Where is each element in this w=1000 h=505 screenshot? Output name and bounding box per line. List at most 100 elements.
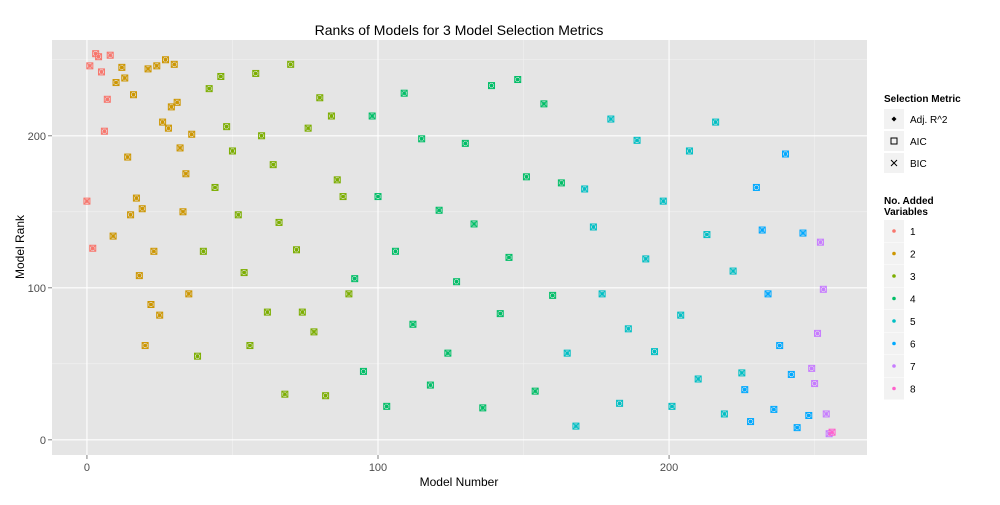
aic-marker: [563, 349, 571, 357]
data-point: [124, 153, 132, 161]
data-point: [572, 422, 580, 430]
aic-marker: [505, 253, 513, 261]
aic-marker: [132, 194, 140, 202]
data-point: [147, 301, 155, 309]
aic-marker: [83, 197, 91, 205]
aic-marker: [400, 89, 408, 97]
data-point: [677, 311, 685, 319]
aic-marker: [435, 206, 443, 214]
aic-marker: [147, 301, 155, 309]
aic-marker: [182, 170, 190, 178]
data-point: [770, 405, 778, 413]
adj-r2-marker: [96, 54, 101, 59]
adj-r2-marker: [145, 66, 151, 72]
series-group-8: [828, 428, 836, 436]
data-point: [217, 72, 225, 80]
aic-marker: [758, 226, 766, 234]
shape-legend-item: BIC: [884, 153, 927, 173]
aic-marker: [383, 402, 391, 410]
series-group-2: [109, 56, 196, 350]
aic-marker: [540, 100, 548, 108]
adj-r2-marker: [419, 136, 424, 142]
legend-color-dot: [892, 364, 896, 368]
aic-marker: [409, 320, 417, 328]
legend-color-dot: [892, 319, 896, 323]
adj-r2-marker: [471, 221, 477, 227]
data-point: [322, 392, 330, 400]
data-point: [479, 404, 487, 412]
shape-legend-item: Adj. R^2: [884, 109, 948, 129]
data-point: [138, 205, 146, 213]
data-point: [310, 328, 318, 336]
aic-marker: [86, 62, 94, 70]
adj-r2-marker: [195, 353, 200, 359]
legend-color-dot: [892, 229, 896, 233]
data-point: [327, 112, 335, 120]
adj-r2-marker: [346, 291, 352, 297]
adj-r2-marker: [128, 212, 133, 218]
aic-marker: [185, 290, 193, 298]
shape-legend-title: Selection Metric: [884, 94, 961, 105]
data-point: [188, 130, 196, 138]
aic-marker: [668, 402, 676, 410]
data-point: [304, 124, 312, 132]
adj-r2-marker: [201, 249, 206, 254]
legend-diamond-key: [891, 116, 897, 122]
data-point: [787, 370, 795, 378]
adj-r2-marker: [361, 369, 366, 374]
aic-marker: [694, 375, 702, 383]
adj-r2-marker: [541, 101, 547, 107]
aic-marker: [426, 381, 434, 389]
aic-marker: [581, 185, 589, 193]
adj-r2-marker: [340, 194, 346, 199]
aic-marker: [514, 76, 522, 84]
data-point: [391, 247, 399, 255]
data-point: [194, 352, 202, 360]
adj-r2-marker: [300, 309, 305, 315]
adj-r2-marker: [498, 311, 503, 316]
color-legend-label: 8: [910, 385, 916, 396]
data-point: [782, 150, 789, 158]
adj-r2-marker: [142, 343, 148, 348]
adj-r2-marker: [311, 329, 317, 335]
data-point: [616, 399, 624, 407]
data-point: [738, 369, 746, 377]
aic-marker: [138, 205, 146, 213]
data-point: [95, 53, 103, 61]
adj-r2-marker: [789, 372, 794, 377]
aic-marker: [712, 118, 720, 126]
aic-marker: [135, 272, 143, 280]
adj-r2-marker: [599, 291, 605, 297]
adj-r2-marker: [375, 194, 381, 199]
color-legend-label: 7: [910, 362, 916, 373]
adj-r2-marker: [806, 413, 811, 418]
data-point: [246, 342, 254, 350]
shape-legend-label: AIC: [910, 137, 927, 148]
adj-r2-marker: [99, 69, 104, 75]
data-point: [182, 170, 190, 178]
color-legend-item: 6: [884, 332, 916, 355]
aic-marker: [345, 290, 353, 298]
series-group-6: [741, 150, 813, 432]
color-legend-label: 2: [910, 250, 916, 261]
adj-r2-marker: [247, 343, 253, 348]
color-legend-label: 6: [910, 340, 916, 351]
data-point: [712, 118, 720, 126]
data-point: [228, 147, 236, 155]
data-point: [633, 136, 641, 144]
aic-marker: [205, 85, 213, 93]
aic-marker: [729, 267, 737, 275]
aic-marker: [549, 291, 557, 299]
adj-r2-marker: [294, 247, 299, 252]
aic-marker: [808, 364, 816, 372]
adj-r2-marker: [288, 62, 293, 67]
adj-r2-marker: [695, 376, 701, 382]
aic-marker: [819, 285, 827, 293]
aic-marker: [747, 418, 755, 426]
adj-r2-marker: [812, 381, 817, 386]
adj-r2-marker: [148, 302, 154, 307]
aic-marker: [651, 348, 659, 356]
aic-marker: [787, 370, 795, 378]
adj-r2-marker: [821, 287, 826, 292]
